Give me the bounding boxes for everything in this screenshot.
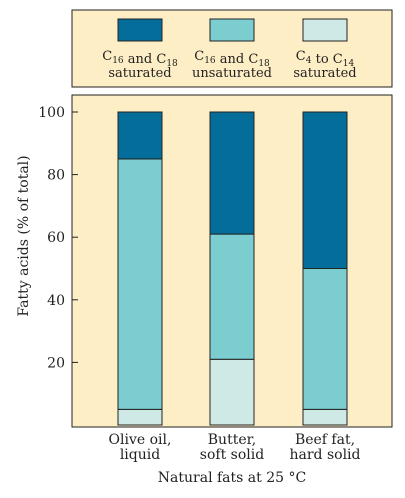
y-tick-label: 80 xyxy=(47,168,65,184)
y-axis: 20 40 60 80 100 xyxy=(38,105,78,371)
x-tick-label: Beef fat, xyxy=(295,432,355,448)
y-tick-label: 40 xyxy=(47,293,65,309)
bar-segment xyxy=(209,111,255,235)
x-tick-label: hard solid xyxy=(290,447,361,463)
legend-swatch xyxy=(209,18,255,42)
y-tick-label: 100 xyxy=(38,105,65,121)
legend-label: unsaturated xyxy=(192,66,272,81)
legend-label: C16 and C18 xyxy=(102,49,178,69)
legend-swatch xyxy=(117,18,163,42)
bar-segment xyxy=(209,358,255,426)
legend-label: saturated xyxy=(293,66,356,81)
legend-swatch xyxy=(302,18,348,42)
x-axis-label: Natural fats at 25 °C xyxy=(158,470,306,486)
bar-segment xyxy=(302,111,348,269)
x-tick-label: liquid xyxy=(120,447,160,463)
legend-label: C16 and C18 xyxy=(194,49,270,69)
legend-label: C4 to C14 xyxy=(296,49,355,69)
bar-segment xyxy=(117,408,163,426)
bar-segment xyxy=(209,233,255,360)
bar-segment xyxy=(117,158,163,410)
x-tick-label: Butter, xyxy=(208,432,256,448)
x-tick-labels: Olive oil,liquid Butter,soft solid Beef fa… xyxy=(109,432,361,463)
bar-segment xyxy=(302,408,348,426)
bar-segment xyxy=(117,111,163,160)
bars xyxy=(117,111,348,426)
y-tick-label: 20 xyxy=(47,355,65,371)
legend-label: saturated xyxy=(108,66,171,81)
y-axis-label: Fatty acids (% of total) xyxy=(16,155,32,316)
bar-segment xyxy=(302,268,348,410)
x-tick-label: Olive oil, xyxy=(109,432,172,448)
x-tick-label: soft solid xyxy=(200,447,264,463)
y-tick-label: 60 xyxy=(47,230,65,246)
